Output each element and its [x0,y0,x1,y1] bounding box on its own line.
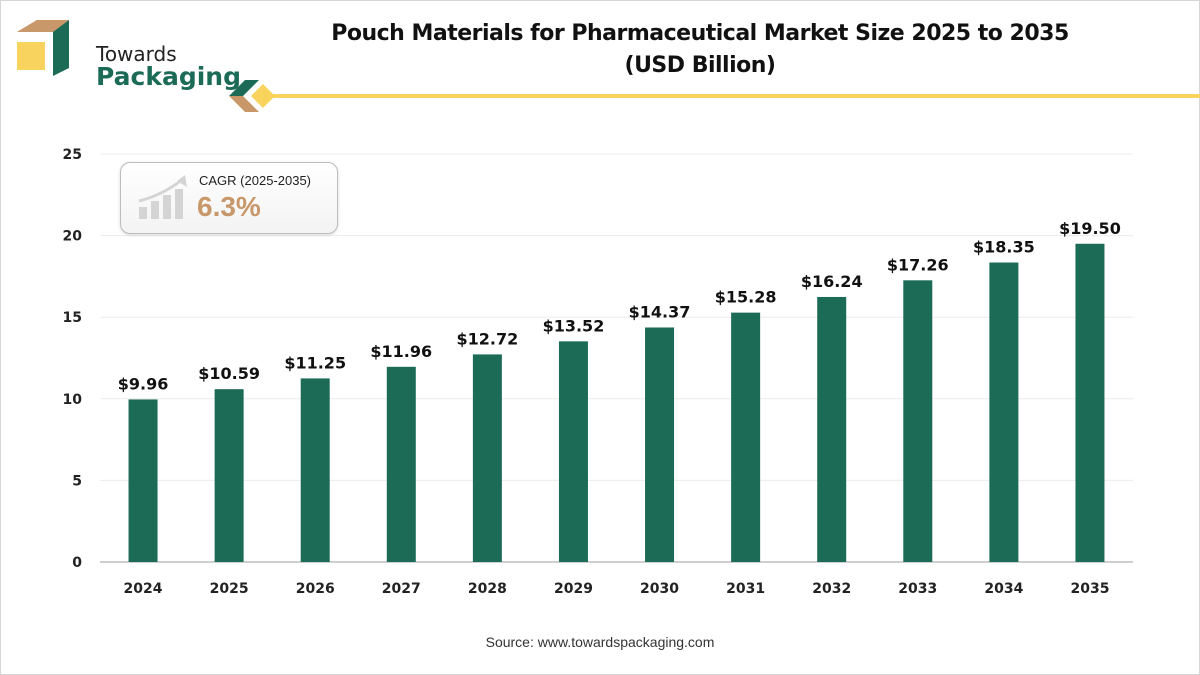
x-tick-label: 2028 [468,581,507,597]
y-tick-label: 0 [72,555,82,571]
bar-2024 [128,399,158,562]
data-label: $17.26 [887,255,949,274]
title-line-2: (USD Billion) [624,53,776,78]
data-label: $13.52 [543,316,605,335]
data-label: $10.59 [198,364,260,383]
divider-chevron-tan [229,96,259,112]
y-tick-label: 5 [72,473,82,489]
data-label: $12.72 [457,329,519,348]
data-label: $16.24 [801,272,863,291]
data-label: $18.35 [973,238,1035,257]
brand-line2: Packaging [96,62,241,91]
decorative-divider [229,80,1200,112]
y-tick-label: 10 [63,392,83,408]
data-label: $11.96 [370,342,432,361]
data-label: $14.37 [629,302,691,321]
x-tick-label: 2033 [898,581,937,597]
brand-line1: Towards [96,42,177,66]
bar-2031 [731,312,761,562]
bar-2025 [214,389,244,562]
bar-2030 [645,327,675,562]
box-logo-icon [17,20,69,76]
x-tick-label: 2032 [812,581,851,597]
cagr-callout: CAGR (2025-2035) 6.3% [120,162,338,234]
bar-2033 [903,280,933,562]
x-tick-label: 2026 [296,581,335,597]
source-note: Source: www.towardspackaging.com [485,634,715,650]
chart-title: Pouch Materials for Pharmaceutical Marke… [300,18,1100,82]
bar-2026 [300,378,330,562]
bar-2028 [472,354,502,562]
bar-2032 [817,296,847,562]
x-tick-label: 2034 [984,581,1023,597]
brand-logo: Towards Packaging [17,20,241,91]
divider-line [273,94,1200,98]
x-tick-label: 2035 [1070,581,1109,597]
data-label: $19.50 [1059,219,1121,238]
y-tick-label: 25 [63,147,82,163]
divider-chevron-green [229,80,259,96]
bar-2029 [558,341,588,562]
cagr-label: CAGR (2025-2035) [199,173,311,188]
y-tick-label: 15 [63,310,82,326]
x-tick-label: 2027 [382,581,421,597]
bar-2035 [1075,243,1105,562]
cagr-value: 6.3% [197,191,261,222]
title-line-1: Pouch Materials for Pharmaceutical Marke… [331,21,1069,46]
x-tick-label: 2029 [554,581,593,597]
data-label: $15.28 [715,288,777,307]
x-tick-label: 2024 [124,581,163,597]
growth-chart-icon [138,175,187,219]
x-tick-label: 2030 [640,581,679,597]
y-tick-label: 20 [63,229,83,245]
x-tick-label: 2031 [726,581,765,597]
data-label: $11.25 [284,353,346,372]
data-label: $9.96 [118,374,169,393]
bar-2027 [386,366,416,562]
bar-2034 [989,262,1019,562]
divider-diamond [251,84,275,108]
x-tick-label: 2025 [210,581,249,597]
